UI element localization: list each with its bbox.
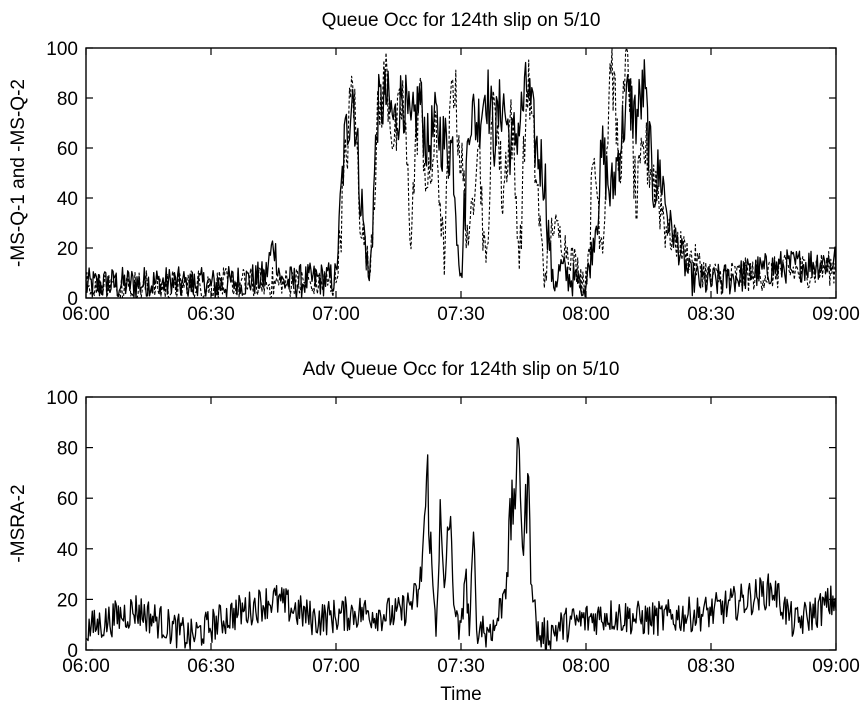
- y-tick-label: 60: [57, 139, 78, 160]
- y-tick-label: 20: [57, 239, 78, 260]
- x-tick-label: 06:30: [187, 304, 235, 325]
- x-tick-label: 08:00: [562, 304, 610, 325]
- y-axis-label: -MSRA-2: [8, 484, 29, 562]
- x-tick-label: 09:00: [812, 304, 860, 325]
- y-tick-label: 80: [57, 89, 78, 110]
- chart-title: Queue Occ for 124th slip on 5/10: [322, 10, 601, 31]
- x-tick-label: 07:00: [312, 656, 360, 677]
- y-tick-label: 80: [57, 439, 78, 460]
- x-tick-label: 07:30: [437, 304, 485, 325]
- chart-title: Adv Queue Occ for 124th slip on 5/10: [303, 359, 620, 380]
- y-tick-label: 100: [46, 388, 78, 409]
- x-tick-label: 06:30: [187, 656, 235, 677]
- series-line-1: [86, 438, 836, 649]
- series-line-1: [86, 60, 836, 298]
- x-axis-label: Time: [440, 684, 482, 705]
- x-tick-label: 07:30: [437, 656, 485, 677]
- chart-panel-1: Queue Occ for 124th slip on 5/10 -MS-Q-1 …: [8, 10, 860, 325]
- y-axis-label: -MS-Q-1 and -MS-Q-2: [8, 79, 29, 267]
- y-tick-label: 40: [57, 540, 78, 561]
- chart-panel-2: Adv Queue Occ for 124th slip on 5/10 -MSR…: [8, 359, 860, 705]
- series-line-2: [86, 48, 836, 298]
- y-tick-label: 20: [57, 590, 78, 611]
- x-tick-label: 08:30: [687, 656, 735, 677]
- x-tick-label: 08:00: [562, 656, 610, 677]
- x-tick-label: 08:30: [687, 304, 735, 325]
- x-tick-label: 06:00: [62, 656, 110, 677]
- x-tick-label: 06:00: [62, 304, 110, 325]
- y-tick-label: 60: [57, 489, 78, 510]
- y-tick-label: 40: [57, 189, 78, 210]
- x-tick-label: 07:00: [312, 304, 360, 325]
- y-tick-label: 100: [46, 39, 78, 60]
- x-tick-label: 09:00: [812, 656, 860, 677]
